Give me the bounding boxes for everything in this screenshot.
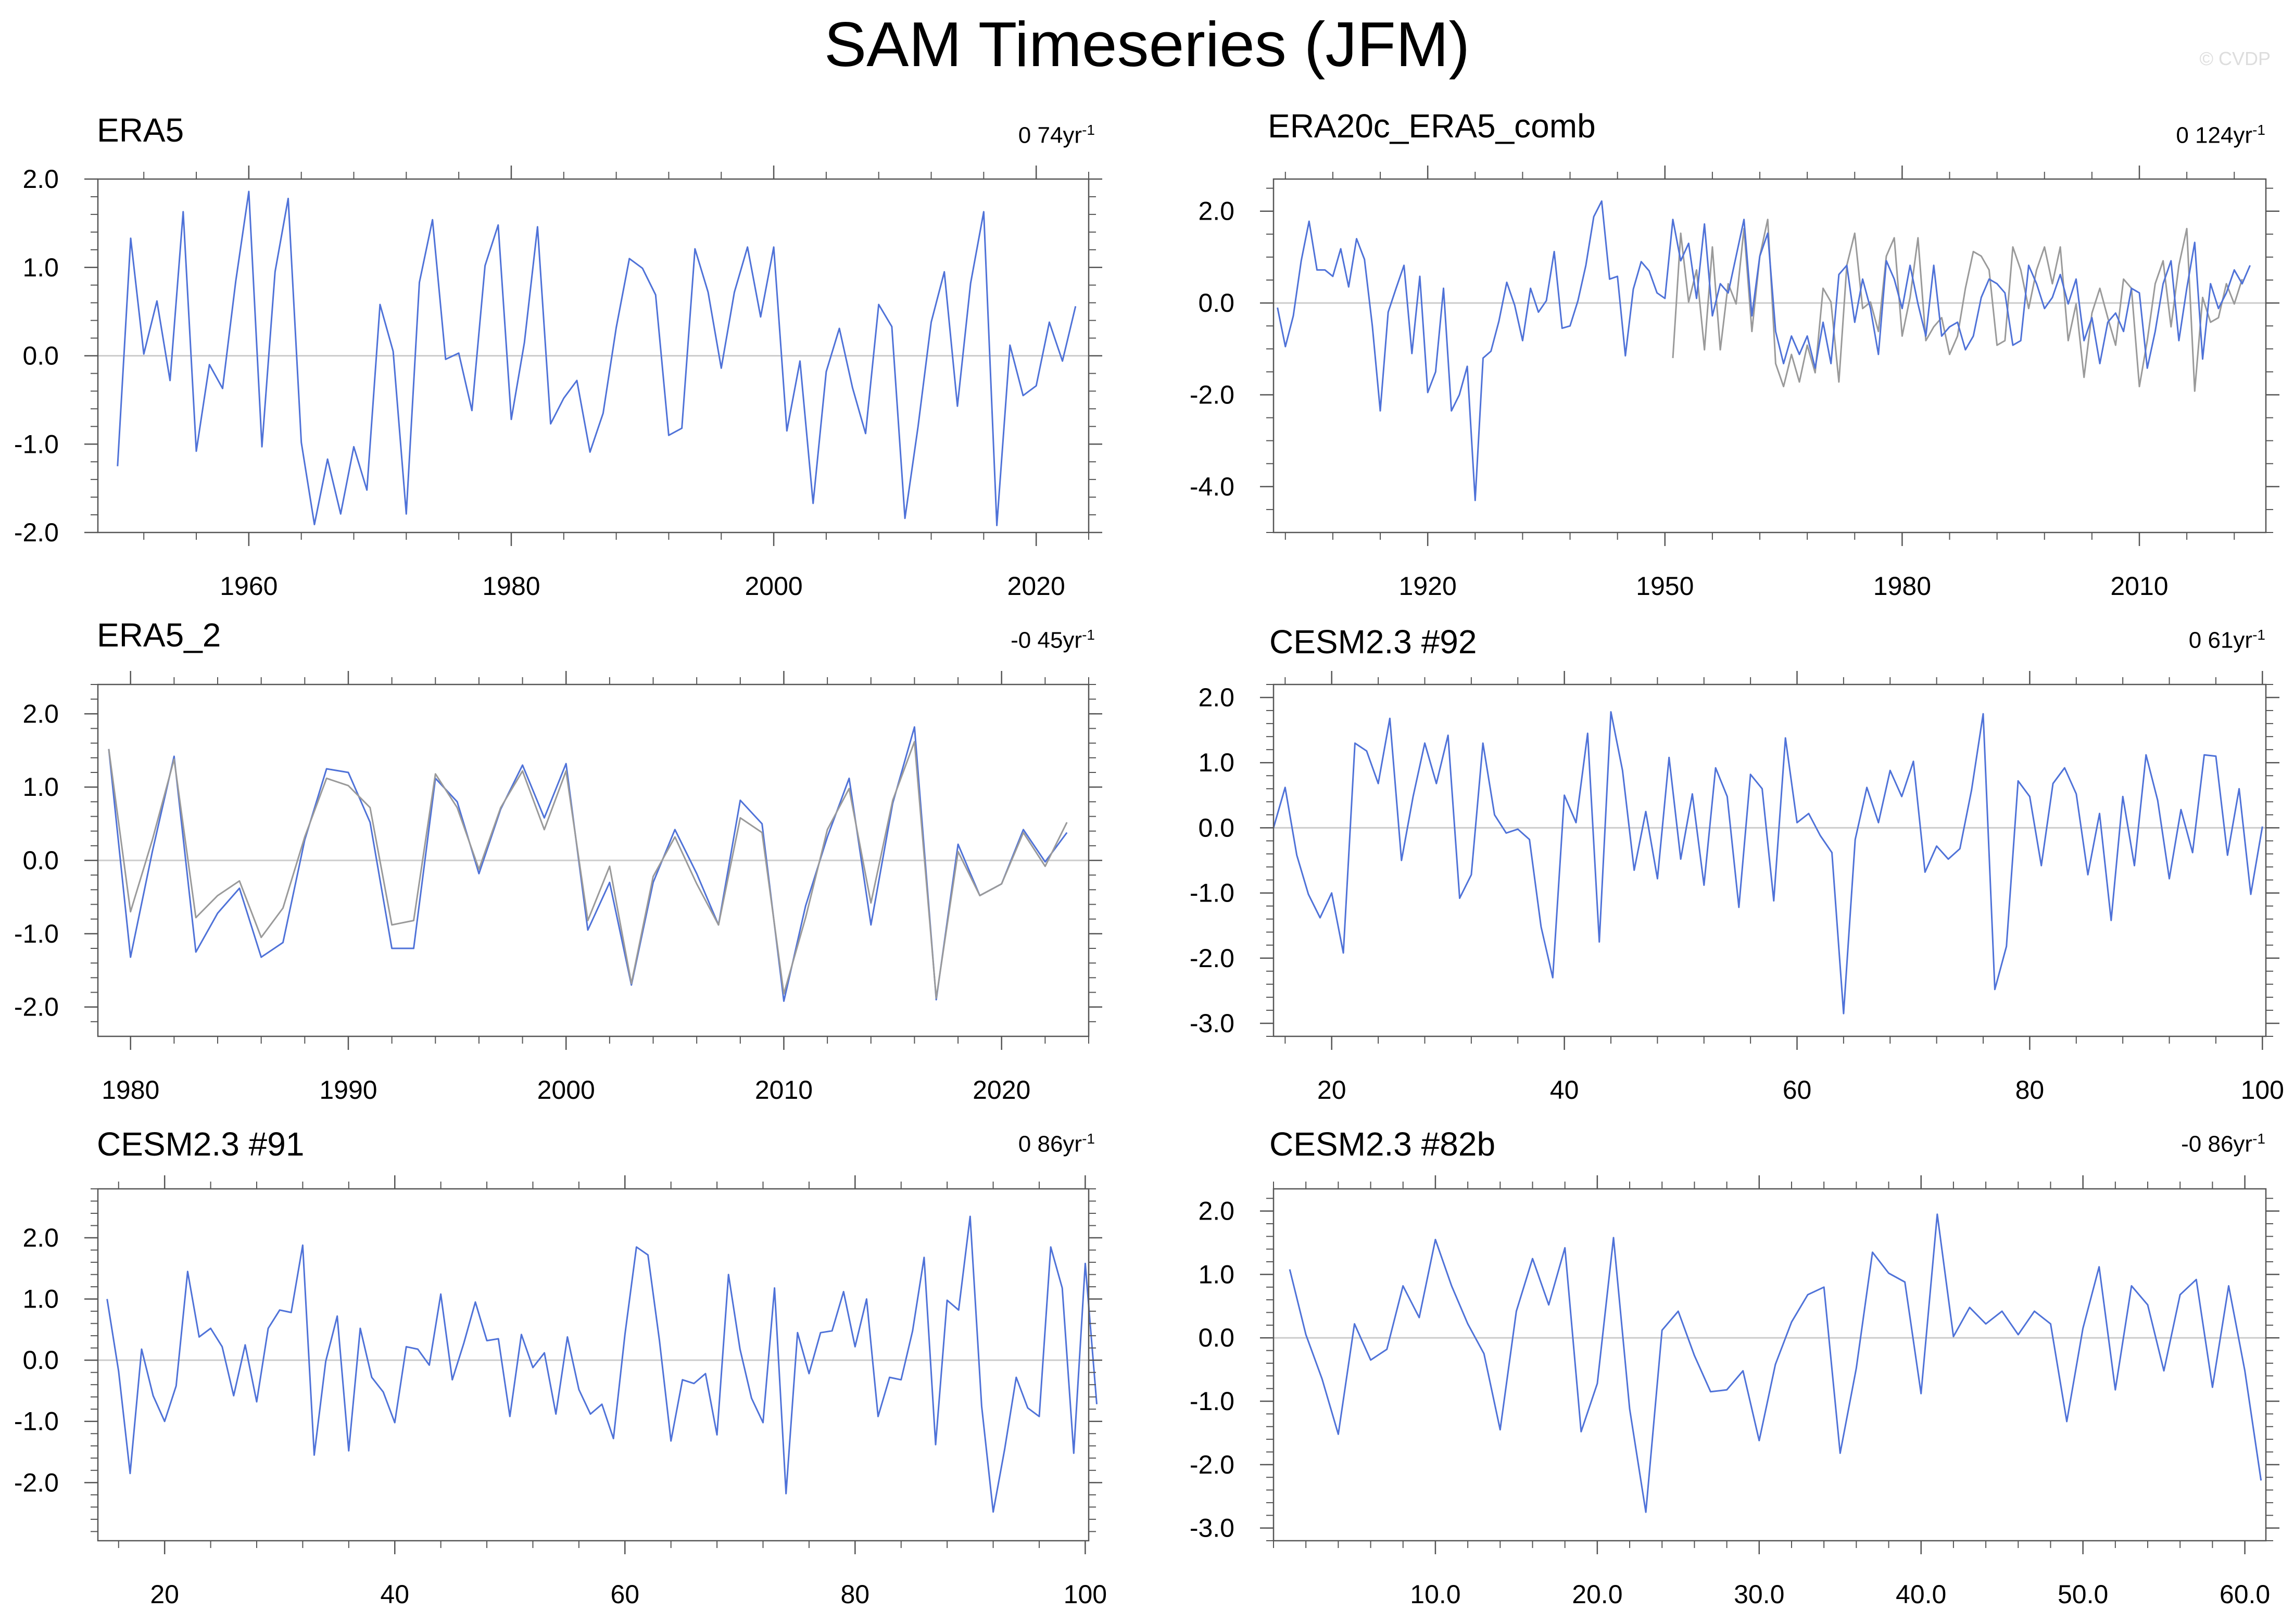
x-tick-label: 60 [610, 1580, 639, 1609]
y-tick-label: 0.0 [22, 1346, 59, 1375]
plot-frame [97, 1188, 1090, 1542]
x-tick-label: 40 [380, 1580, 409, 1609]
y-tick-label: 0.0 [1198, 288, 1234, 318]
series-line-primary [1272, 711, 2263, 1014]
plot-area: -3.0 -2.0 -1.0 0.0 1.0 2.0 10.0 20.0 30.0 40.0 50.… [1190, 1175, 2279, 1609]
series-line-primary [106, 1215, 1098, 1513]
trend-label: 0 86yr-1 [1018, 1131, 1095, 1157]
x-tick-label: 60.0 [2220, 1580, 2270, 1609]
y-tick-label: 2.0 [1198, 683, 1234, 712]
x-tick-label: 100 [1064, 1580, 1107, 1609]
y-tick-label: -4.0 [1190, 472, 1234, 501]
x-tick-label: 2000 [745, 572, 802, 601]
y-tick-label: -3.0 [1190, 1514, 1234, 1543]
x-tick-label: 1920 [1399, 572, 1457, 601]
series-line-secondary [1672, 219, 2243, 392]
x-tick-label: 2010 [2110, 572, 2168, 601]
y-tick-label: 0.0 [22, 846, 59, 875]
plot-frame [1272, 683, 2267, 1037]
plot-frame [1272, 1188, 2267, 1542]
x-tick-label: 1960 [220, 572, 278, 601]
x-tick-label: 10.0 [1410, 1580, 1460, 1609]
y-tick-label: 2.0 [22, 699, 59, 728]
panel-title: CESM2.3 #91 [97, 1125, 305, 1163]
y-tick-label: -1.0 [14, 919, 59, 948]
x-tick-label: 20.0 [1572, 1580, 1622, 1609]
y-tick-label: -2.0 [1190, 944, 1234, 973]
plot-area: -2.0 -1.0 0.0 1.0 2.0 1980 1990 2000 2010 2020 [14, 671, 1102, 1105]
x-tick-label: 40 [1550, 1075, 1579, 1105]
series-line-secondary [108, 741, 1068, 999]
y-tick-label: 0.0 [1198, 1323, 1234, 1352]
x-tick-label: 1990 [319, 1075, 377, 1105]
panel-era5: ERA5 0 74yr-1 -2.0 -1.0 0.0 1.0 2.0 1960 1980 2… [0, 104, 1147, 604]
trend-label: -0 45yr-1 [1011, 627, 1095, 653]
panel-cesm23-92: CESM2.3 #92 0 61yr-1 -3.0 -2.0 -1.0 0.0 1.0 2… [1147, 612, 2294, 1111]
plot-area: -2.0 -1.0 0.0 1.0 2.0 1960 1980 2000 2020 [14, 164, 1102, 601]
y-tick-label: 1.0 [22, 253, 59, 282]
y-tick-label: -2.0 [14, 518, 59, 547]
panel-title: ERA5 [97, 111, 184, 149]
x-tick-label: 2010 [755, 1075, 813, 1105]
y-tick-label: 1.0 [22, 1285, 59, 1314]
y-tick-label: 1.0 [1198, 748, 1234, 777]
x-tick-label: 1980 [102, 1075, 159, 1105]
trend-label: 0 61yr-1 [2188, 627, 2265, 653]
x-tick-label: 20 [1317, 1075, 1346, 1105]
y-tick-label: 0.0 [1198, 813, 1234, 842]
plot-area: -4.0 -2.0 0.0 2.0 1920 1950 1980 2010 [1190, 166, 2279, 601]
y-tick-label: -1.0 [1190, 879, 1234, 908]
y-tick-label: -1.0 [14, 429, 59, 459]
y-tick-label: -2.0 [1190, 1450, 1234, 1479]
series-line-primary [1289, 1213, 2262, 1513]
y-tick-label: -2.0 [14, 993, 59, 1022]
trend-label: 0 124yr-1 [2176, 122, 2265, 148]
panel-title: ERA20c_ERA5_comb [1268, 107, 1596, 145]
x-tick-label: 60 [1783, 1075, 1812, 1105]
x-tick-label: 80 [2015, 1075, 2045, 1105]
x-tick-label: 2020 [1007, 572, 1065, 601]
y-tick-label: 2.0 [1198, 1197, 1234, 1226]
panel-cesm23-91: CESM2.3 #91 0 86yr-1 -2.0 -1.0 0.0 1.0 2.0 20… [0, 1116, 1147, 1616]
y-tick-label: -1.0 [14, 1407, 59, 1436]
page-title: SAM Timeseries (JFM) [824, 9, 1470, 80]
y-tick-label: -3.0 [1190, 1009, 1234, 1038]
x-tick-label: 80 [841, 1580, 870, 1609]
series-line-primary [117, 191, 1077, 526]
series-line-primary [108, 726, 1068, 1002]
panel-era20c-era5-comb: ERA20c_ERA5_comb 0 124yr-1 -4.0 -2.0 0.0 2.… [1147, 104, 2294, 604]
x-tick-label: 2020 [973, 1075, 1030, 1105]
plot-area: -3.0 -2.0 -1.0 0.0 1.0 2.0 20 40 60 80 100 [1190, 671, 2284, 1105]
x-tick-label: 2000 [537, 1075, 595, 1105]
panel-era5-2: ERA5_2 -0 45yr-1 -2.0 -1.0 0.0 1.0 2.0 1980 19… [0, 612, 1147, 1111]
x-tick-label: 1980 [1873, 572, 1931, 601]
watermark: © CVDP [2199, 48, 2271, 69]
y-tick-label: 1.0 [22, 772, 59, 802]
panel-cesm23-82b: CESM2.3 #82b -0 86yr-1 -3.0 -2.0 -1.0 0.0 1.… [1147, 1116, 2294, 1616]
panel-title: CESM2.3 #92 [1269, 623, 1477, 661]
y-tick-label: 2.0 [22, 1223, 59, 1252]
x-tick-label: 30.0 [1734, 1580, 1784, 1609]
y-tick-label: 0.0 [22, 341, 59, 371]
y-tick-label: -2.0 [1190, 380, 1234, 409]
series-line-primary [1277, 200, 2251, 501]
y-tick-label: 1.0 [1198, 1260, 1234, 1289]
trend-label: -0 86yr-1 [2181, 1131, 2265, 1157]
trend-label: 0 74yr-1 [1018, 122, 1095, 148]
y-tick-label: 2.0 [1198, 197, 1234, 226]
x-tick-label: 40.0 [1896, 1580, 1946, 1609]
y-tick-label: -1.0 [1190, 1387, 1234, 1416]
y-tick-label: -2.0 [14, 1468, 59, 1497]
x-tick-label: 50.0 [2058, 1580, 2108, 1609]
x-tick-label: 20 [150, 1580, 179, 1609]
plot-frame [1272, 178, 2267, 534]
plot-area: -2.0 -1.0 0.0 1.0 2.0 20 40 60 80 100 [14, 1175, 1107, 1609]
panel-title: ERA5_2 [97, 616, 221, 654]
x-tick-label: 100 [2241, 1075, 2284, 1105]
y-tick-label: 2.0 [22, 164, 59, 194]
panel-title: CESM2.3 #82b [1269, 1125, 1496, 1163]
x-tick-label: 1980 [482, 572, 540, 601]
x-tick-label: 1950 [1636, 572, 1694, 601]
